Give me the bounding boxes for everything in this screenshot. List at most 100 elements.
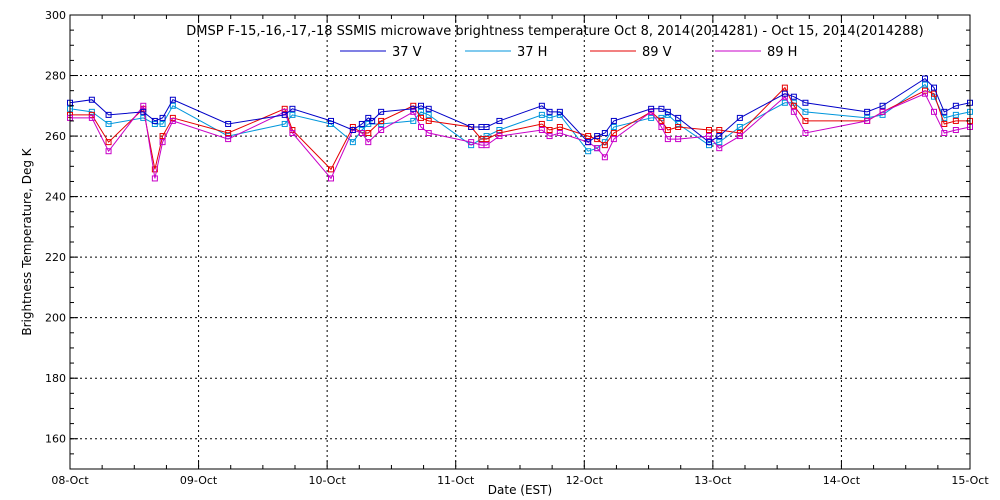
data-point [105, 111, 112, 118]
data-point [496, 133, 503, 140]
data-point [736, 123, 743, 130]
series-line [69, 77, 971, 143]
data-point [365, 120, 372, 127]
data-point [658, 123, 665, 130]
data-point [88, 111, 95, 118]
data-point [418, 102, 424, 109]
data-point [365, 130, 372, 137]
data-point [864, 117, 871, 124]
data-point [736, 133, 743, 140]
data-point [281, 105, 288, 112]
series-37-h [67, 81, 973, 155]
data-point [378, 127, 385, 134]
data-point [225, 120, 232, 127]
data-point [365, 139, 372, 146]
y-tick-label: 180 [45, 372, 66, 385]
series-layer [67, 75, 973, 182]
data-point [281, 120, 288, 127]
data-point [151, 175, 158, 182]
data-point [88, 108, 95, 115]
data-point [425, 105, 432, 112]
data-point [658, 117, 665, 124]
data-point [410, 117, 417, 124]
data-point [349, 127, 356, 134]
data-point [879, 102, 886, 109]
axis-ticks: 08-Oct 09-Oct 10-Oct 11-Oct 12-Oct 13-Oct 14-O… [45, 9, 989, 487]
data-point [941, 108, 948, 115]
data-point [601, 130, 608, 137]
data-point [556, 108, 563, 115]
data-point [648, 105, 655, 112]
data-point [594, 145, 601, 152]
series-37-v [67, 75, 973, 146]
data-point [159, 139, 166, 146]
data-point [952, 127, 959, 134]
data-point [610, 123, 617, 130]
data-point [468, 139, 475, 146]
data-point [706, 133, 712, 140]
data-point [225, 130, 232, 137]
legend-label: 37 H [517, 45, 547, 60]
data-point [538, 111, 545, 118]
data-point [716, 139, 723, 146]
data-point [879, 108, 886, 115]
data-point [594, 133, 601, 140]
data-point [140, 102, 147, 109]
data-point [546, 127, 553, 134]
data-point [648, 114, 655, 121]
data-point [169, 117, 176, 124]
data-point [538, 120, 545, 127]
data-point [802, 99, 809, 106]
data-point [358, 120, 365, 127]
data-point [378, 108, 385, 115]
x-tick-label: 09-Oct [180, 474, 218, 487]
data-point [952, 102, 959, 109]
data-point [159, 114, 166, 121]
x-tick-label: 10-Oct [308, 474, 346, 487]
data-point [922, 90, 928, 97]
y-tick-label: 260 [45, 130, 66, 143]
grid-lines [70, 15, 970, 469]
series-line [70, 93, 971, 180]
data-point [88, 96, 95, 103]
y-axis-label: Brightness Temperature, Deg K [20, 147, 34, 335]
data-point [105, 148, 112, 155]
data-point [378, 117, 385, 124]
series-line [70, 86, 970, 171]
data-point [781, 84, 788, 91]
data-point [864, 108, 871, 115]
data-point [496, 130, 503, 137]
y-tick-label: 160 [45, 433, 66, 446]
data-point [151, 166, 158, 173]
data-point [483, 123, 490, 130]
data-point [418, 123, 424, 130]
data-point [151, 120, 158, 127]
data-point [941, 130, 948, 137]
data-point [538, 127, 545, 134]
data-point [425, 111, 432, 118]
x-tick-label: 12-Oct [566, 474, 604, 487]
data-point [328, 175, 334, 182]
x-tick-label: 13-Oct [694, 474, 732, 487]
data-point [658, 105, 665, 112]
data-point [716, 127, 723, 134]
y-tick-label: 200 [45, 312, 66, 325]
data-point [706, 127, 712, 134]
data-point [610, 117, 617, 124]
data-point [349, 139, 356, 146]
data-point [546, 108, 553, 115]
data-point [802, 117, 809, 124]
data-point [931, 84, 937, 91]
data-point [365, 114, 372, 121]
data-point [140, 108, 147, 115]
data-point [281, 111, 288, 118]
data-point [169, 96, 176, 103]
data-point [790, 108, 797, 115]
data-point [716, 145, 723, 152]
data-point [546, 133, 553, 140]
y-tick-label: 240 [45, 191, 66, 204]
data-point [675, 120, 682, 127]
y-tick-label: 300 [45, 9, 66, 22]
legend-label: 37 V [392, 45, 422, 60]
data-point [418, 108, 424, 115]
